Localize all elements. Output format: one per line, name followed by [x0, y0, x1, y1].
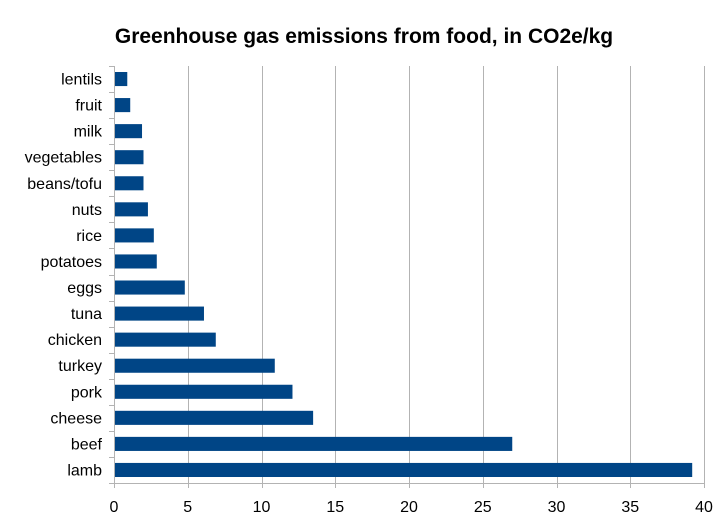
bar: [114, 254, 157, 269]
x-tick-label: 0: [110, 499, 119, 516]
bar: [114, 71, 128, 87]
bar: [114, 98, 131, 113]
category-label: milk: [74, 124, 103, 141]
x-tick-label: 40: [695, 499, 713, 516]
bars: [114, 71, 693, 478]
category-label: beans/tofu: [27, 176, 102, 193]
bar: [114, 384, 293, 399]
bar: [114, 150, 144, 165]
x-tick-label: 30: [548, 499, 566, 516]
bar: [114, 410, 314, 425]
category-label: turkey: [58, 358, 102, 375]
grid-lines: [188, 66, 705, 483]
chart-title: Greenhouse gas emissions from food, in C…: [114, 25, 614, 48]
category-label: lamb: [67, 462, 102, 479]
bar: [114, 202, 148, 217]
bar: [114, 436, 513, 451]
category-label: pork: [71, 384, 103, 401]
bar: [114, 228, 154, 243]
category-label: potatoes: [41, 254, 102, 271]
bar: [114, 124, 143, 139]
x-tick-label: 20: [400, 499, 418, 516]
x-tick-label: 5: [183, 499, 192, 516]
category-label: tuna: [71, 306, 102, 323]
category-label: eggs: [67, 280, 102, 297]
axes: [109, 66, 705, 488]
category-label: vegetables: [25, 150, 102, 167]
category-label: rice: [76, 228, 102, 245]
category-label: fruit: [75, 98, 102, 115]
labels: lentils fruit milk vegetables beans/tofu nuts…: [25, 72, 713, 516]
bar: [114, 176, 144, 191]
category-label: nuts: [72, 202, 102, 219]
category-label: beef: [71, 436, 103, 453]
category-label: chicken: [48, 332, 102, 349]
category-label: cheese: [50, 410, 102, 427]
x-tick-label: 10: [253, 499, 271, 516]
bar: [114, 280, 185, 295]
bar: [114, 332, 216, 347]
bar: [114, 306, 204, 321]
bar: [114, 462, 693, 478]
category-label: lentils: [61, 72, 102, 89]
x-tick-label: 35: [621, 499, 639, 516]
bar: [114, 358, 275, 373]
x-tick-label: 15: [326, 499, 344, 516]
x-tick-label: 25: [474, 499, 492, 516]
